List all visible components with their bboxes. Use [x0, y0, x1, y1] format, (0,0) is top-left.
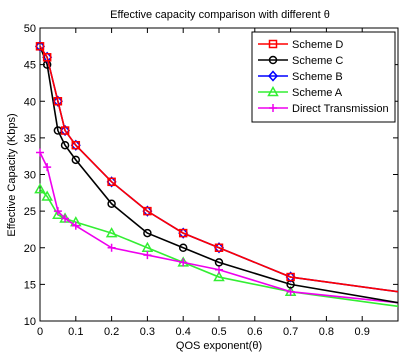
y-tick-label: 15	[24, 279, 36, 291]
legend-marker	[267, 70, 279, 82]
y-tick-label: 50	[24, 23, 36, 35]
y-axis-title: Effective Capacity (Kbps)	[6, 113, 18, 236]
legend-marker	[268, 39, 278, 49]
x-tick-label: 0.9	[355, 326, 370, 338]
data-point	[53, 97, 63, 106]
series-line	[39, 45, 399, 293]
data-point	[43, 163, 52, 172]
legend-item: Scheme C	[258, 55, 343, 67]
data-point	[60, 140, 70, 150]
x-tick-label: 0.3	[140, 326, 155, 338]
data-point	[52, 95, 63, 107]
x-tick-label: 0	[37, 326, 43, 338]
series-scheme-d	[35, 42, 399, 293]
x-tick-label: 0.8	[319, 326, 334, 338]
y-tick-label: 10	[24, 316, 36, 328]
data-point	[71, 140, 81, 150]
x-tick-label: 0.4	[176, 326, 191, 338]
series-layer	[34, 40, 399, 308]
data-point	[61, 214, 70, 223]
legend-label: Scheme C	[292, 55, 343, 67]
legend-label: Scheme B	[292, 71, 343, 83]
data-point	[36, 148, 44, 157]
x-tick-label: 0.5	[211, 326, 226, 338]
y-tick-label: 25	[24, 206, 36, 218]
x-tick-label: 0.6	[247, 326, 262, 338]
data-point	[41, 190, 53, 201]
legend-marker	[268, 55, 278, 65]
legend-label: Direct Transmission	[292, 103, 389, 115]
data-point	[286, 287, 295, 296]
data-point	[107, 177, 116, 187]
data-point	[107, 199, 116, 209]
data-point	[143, 206, 152, 216]
x-axis: 0 0.1 0.2 0.3 0.4 0.5 0.6 0.7 0.8 0.9	[37, 28, 370, 338]
data-point	[143, 228, 152, 238]
y-tick-label: 35	[24, 133, 36, 145]
legend-item: Scheme B	[258, 70, 343, 83]
data-point	[34, 40, 46, 52]
x-tick-label: 0.2	[104, 326, 119, 338]
data-point	[42, 51, 53, 63]
series-line	[39, 46, 399, 304]
data-point	[107, 243, 116, 252]
data-point	[178, 228, 188, 238]
data-point	[71, 221, 80, 230]
data-point	[35, 42, 45, 51]
data-point	[214, 243, 224, 252]
data-point	[71, 155, 81, 165]
legend-marker	[269, 104, 277, 112]
legend-item: Scheme D	[258, 39, 343, 51]
x-tick-label: 0.1	[68, 326, 83, 338]
data-point	[60, 126, 70, 135]
y-tick-label: 30	[24, 170, 36, 182]
x-tick-label: 0.7	[283, 326, 298, 338]
series-direct-transmission	[36, 148, 399, 304]
legend-item: Scheme A	[258, 85, 343, 99]
data-point	[60, 124, 71, 137]
y-axis: 10 15 20 25 30 35 40 45 50	[24, 23, 398, 328]
y-tick-label: 40	[24, 96, 36, 108]
data-point	[286, 272, 295, 282]
legend-marker	[267, 85, 279, 97]
legend: Scheme D Scheme C Scheme B Scheme A Direct T…	[251, 31, 396, 123]
data-point	[106, 176, 117, 188]
legend-item: Direct Transmission	[258, 103, 389, 115]
data-point	[214, 258, 224, 267]
series-line	[39, 188, 399, 308]
data-point	[105, 227, 118, 238]
x-axis-title: QOS exponent(θ)	[176, 340, 262, 352]
data-point	[53, 207, 62, 216]
data-point	[34, 183, 46, 194]
data-point	[42, 53, 52, 62]
data-point	[213, 271, 225, 282]
legend-label: Scheme A	[292, 87, 343, 99]
y-tick-label: 45	[24, 60, 36, 72]
legend-label: Scheme D	[292, 39, 343, 51]
y-tick-label: 20	[24, 243, 36, 255]
data-point	[178, 243, 188, 252]
data-point	[70, 139, 81, 151]
data-point	[143, 251, 152, 260]
data-point	[215, 265, 223, 274]
data-point	[179, 258, 188, 267]
chart-title: Effective capacity comparison with diffe…	[110, 9, 330, 21]
